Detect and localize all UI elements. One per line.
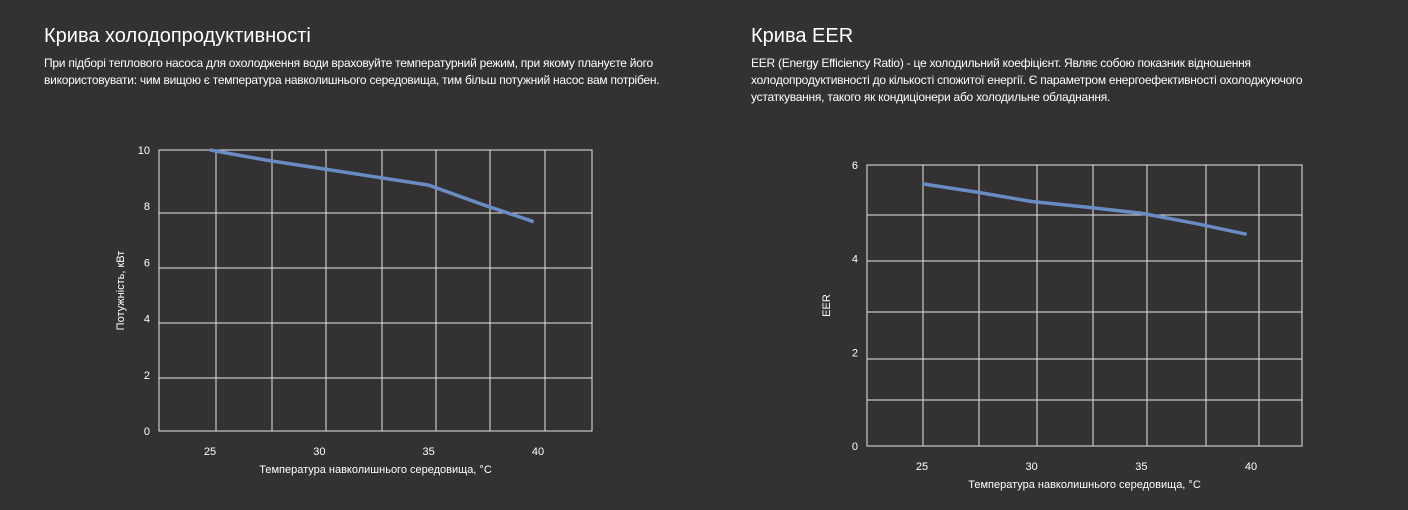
x-tick-label: 40 xyxy=(1245,461,1257,473)
x-tick-label: 25 xyxy=(204,446,216,458)
chart-title-eer: Крива EER xyxy=(751,25,854,47)
eer-description: EER (Energy Efficiency Ratio) - це холод… xyxy=(751,56,1303,104)
y-tick-label: 4 xyxy=(144,314,150,326)
data-series-line xyxy=(209,148,535,224)
x-axis-label: Температура навколишнього середовища, °C xyxy=(968,479,1201,491)
chart-title-cooling-capacity: Крива холодопродуктивності xyxy=(44,25,311,47)
x-axis-label: Температура навколишнього середовища, °C xyxy=(259,464,492,476)
y-tick-label: 2 xyxy=(852,347,858,359)
y-axis-label: EER xyxy=(821,294,833,317)
x-tick-label: 30 xyxy=(313,446,325,458)
y-tick-label: 4 xyxy=(852,254,858,266)
x-tick-label: 35 xyxy=(1135,461,1147,473)
x-tick-label: 25 xyxy=(916,461,928,473)
y-tick-label: 6 xyxy=(852,160,858,172)
y-tick-label: 10 xyxy=(138,145,150,157)
plot-area-border xyxy=(866,164,1303,447)
y-tick-label: 0 xyxy=(852,441,858,453)
y-axis-label: Потужність, кВт xyxy=(115,251,127,331)
y-tick-label: 8 xyxy=(144,201,150,213)
x-tick-label: 30 xyxy=(1026,461,1038,473)
plot-area-border xyxy=(158,149,593,432)
x-tick-label: 35 xyxy=(423,446,435,458)
data-series-line xyxy=(921,182,1247,237)
cooling-capacity-description: При підборі теплового насоса для охолодж… xyxy=(44,56,660,87)
y-tick-label: 0 xyxy=(144,426,150,438)
x-tick-label: 40 xyxy=(532,446,544,458)
y-tick-label: 6 xyxy=(144,257,150,269)
y-tick-label: 2 xyxy=(144,370,150,382)
